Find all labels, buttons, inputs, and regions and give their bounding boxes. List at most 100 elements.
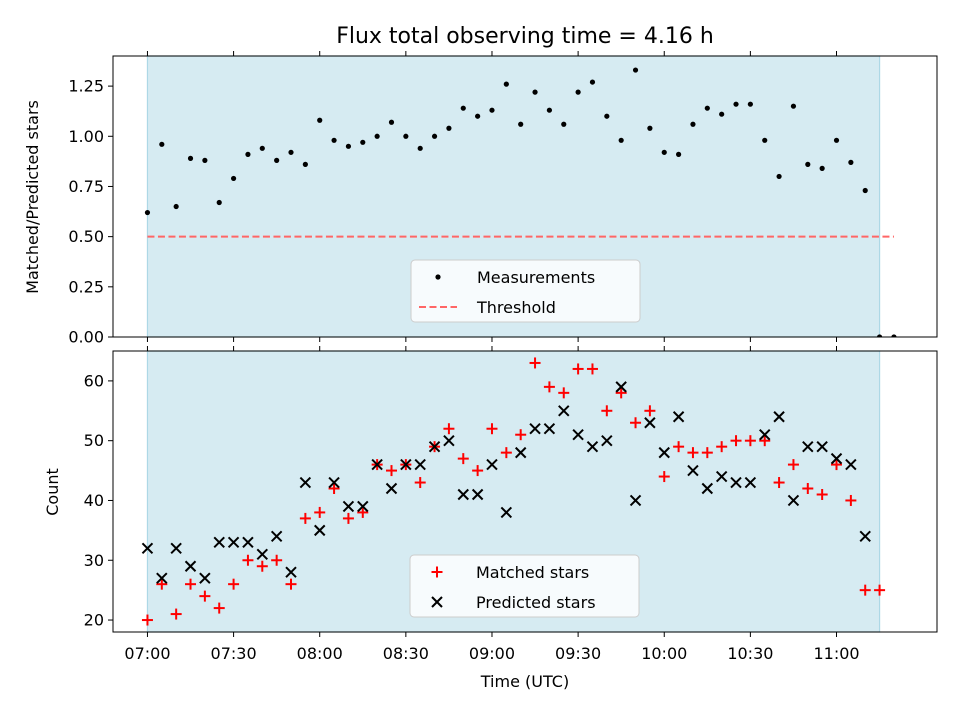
predicted-point [170, 542, 182, 555]
matched-point [845, 494, 857, 506]
predicted-point [629, 494, 642, 507]
measurement-point [819, 165, 825, 171]
predicted-point [199, 572, 211, 584]
measurement-point [546, 107, 553, 113]
matched-point [228, 578, 240, 590]
x-tick-label: 08:00 [297, 644, 343, 663]
axes-frame [112, 350, 938, 633]
axes-frame [112, 55, 938, 338]
measurement-point [833, 137, 840, 143]
predicted-point [687, 464, 699, 477]
predicted-point [184, 560, 197, 572]
matched-point [342, 512, 354, 524]
matched-point [716, 441, 728, 453]
predicted-point [543, 423, 556, 435]
predicted-point [744, 476, 757, 489]
figure-title: Flux total observing time = 4.16 h [336, 24, 714, 49]
y-tick-label: 40 [84, 491, 104, 510]
matched-point [615, 387, 627, 399]
predicted-point [357, 500, 369, 513]
matched-point [802, 483, 814, 495]
y-tick-label: 50 [84, 431, 104, 450]
predicted-point [443, 434, 455, 447]
measurement-point [173, 203, 179, 210]
measurement-point [503, 81, 509, 87]
predicted-point [730, 476, 742, 489]
measurement-point [704, 105, 710, 111]
measurement-point [230, 175, 237, 182]
y-tick-label: 0.50 [68, 227, 104, 246]
matched-point [630, 417, 642, 429]
matched-point [486, 423, 498, 435]
measurement-point [776, 173, 782, 180]
legend-label: Measurements [477, 268, 595, 287]
matched-point [744, 435, 756, 447]
matched-point [859, 584, 871, 596]
predicted-point [414, 458, 426, 471]
matched-point [443, 423, 455, 435]
x-tick-label: 07:00 [124, 644, 170, 663]
matched-point [787, 459, 799, 471]
predicted-point [759, 428, 771, 441]
predicted-point [371, 458, 383, 471]
matched-point [687, 447, 699, 459]
predicted-point [486, 458, 498, 471]
measurement-point [719, 111, 725, 117]
y-tick-label: 1.00 [68, 127, 104, 146]
matched-point [673, 441, 685, 453]
predicted-point [615, 381, 627, 393]
x-tick-label: 07:30 [211, 644, 257, 663]
x-tick-label: 10:30 [727, 644, 773, 663]
matched-point [701, 447, 713, 459]
measurement-point [790, 103, 797, 109]
measurement-point [733, 101, 739, 107]
y-tick-label: 30 [84, 551, 104, 570]
measurement-point [374, 133, 380, 139]
measurement-point [862, 187, 868, 194]
matched-point [156, 578, 168, 590]
legend-label: Matched stars [476, 563, 589, 582]
predicted-point [514, 446, 527, 459]
predicted-point [428, 440, 441, 453]
predicted-point [773, 411, 785, 423]
matched-point [141, 614, 153, 626]
measurement-point [647, 125, 653, 131]
measurement-point [187, 155, 194, 161]
measurement-point [518, 121, 524, 127]
y-tick-label: 1.25 [68, 77, 104, 96]
measurement-point [690, 121, 696, 127]
x-tick-label: 09:30 [555, 644, 601, 663]
matched-point [213, 602, 225, 614]
matched-point [816, 488, 828, 500]
predicted-point [529, 423, 541, 435]
predicted-point [586, 440, 599, 453]
matched-point [285, 578, 297, 590]
legend: Measurements Threshold [410, 259, 641, 323]
predicted-point [400, 458, 412, 471]
measurement-point [159, 141, 165, 147]
y-tick-label: 0.75 [68, 177, 104, 196]
predicted-point [572, 428, 584, 441]
legend-label: Threshold [476, 298, 556, 317]
predicted-point [328, 476, 340, 489]
matched-point [314, 506, 326, 518]
measurement-point [475, 113, 481, 119]
legend-marker-matched [431, 566, 443, 578]
measurement-point [144, 209, 151, 216]
predicted-point [802, 440, 814, 453]
measurement-point [618, 137, 624, 143]
predicted-point [500, 506, 513, 519]
matched-point [271, 554, 283, 566]
measurement-point [575, 89, 581, 95]
predicted-point [859, 530, 871, 543]
predicted-point [314, 524, 326, 537]
predicted-point [227, 536, 240, 549]
x-axis-label: Time (UTC) [480, 672, 569, 691]
predicted-point [816, 440, 828, 453]
predicted-point [156, 572, 168, 584]
legend-box [410, 259, 641, 323]
predicted-point [644, 417, 656, 429]
measurement-point [604, 113, 610, 119]
panel-ratio: 0.00 0.25 0.50 0.75 1.00 1.25 Matched/Predicte… [23, 51, 938, 347]
matched-point [414, 477, 426, 489]
